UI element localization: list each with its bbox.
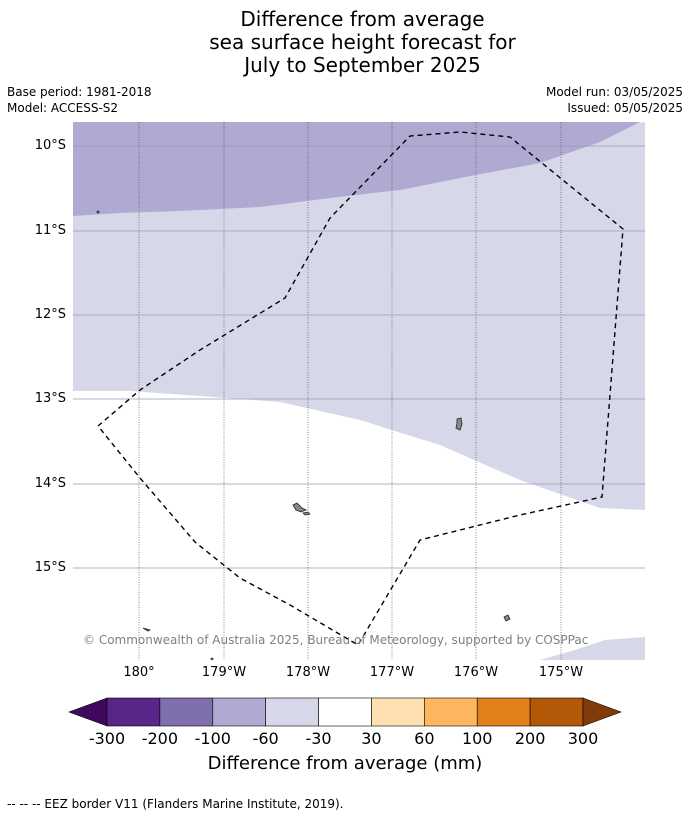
island-alofi: [302, 511, 311, 516]
lat-label-15s: 15°S: [34, 560, 66, 575]
lon-label-175w: 175°W: [538, 665, 584, 680]
colorbar-tick-label: 60: [414, 729, 435, 748]
title-line-2: sea surface height forecast for: [209, 30, 516, 54]
issued-date: Issued: 05/05/2025: [567, 101, 683, 115]
copyright-credit: © Commonwealth of Australia 2025, Bureau…: [83, 633, 589, 647]
meta-left: Base period: 1981-2018 Model: ACCESS-S2: [7, 84, 152, 116]
colorbar-tick-label: -300: [88, 729, 126, 748]
lat-label-14s: 14°S: [34, 476, 66, 491]
eez-border: [97, 131, 624, 646]
lon-label-176w: 176°W: [453, 665, 499, 680]
lon-label-179w: 179°W: [201, 665, 247, 680]
title-line-1: Difference from average: [240, 7, 485, 31]
colorbar-tick-label: -100: [194, 729, 231, 748]
colorbar-tick-label: 300: [567, 729, 599, 748]
island-small-3: [210, 657, 214, 660]
lat-label-11s: 11°S: [34, 223, 66, 238]
lat-label-10s: 10°S: [34, 138, 66, 153]
island-small-1: [142, 627, 152, 632]
meta-right: Model run: 03/05/2025 Issued: 05/05/2025: [546, 84, 683, 116]
lon-label-180: 180°: [123, 665, 155, 680]
anomaly-region-medium: [73, 122, 640, 216]
colorbar-tick-label: -200: [141, 729, 179, 748]
island-futuna: [292, 502, 307, 513]
island-wallis: [455, 417, 463, 431]
colorbar-label: Difference from average (mm): [207, 753, 483, 774]
lat-label-12s: 12°S: [34, 307, 66, 322]
colorbar-tick-label: 200: [514, 729, 546, 748]
islands: [96, 210, 511, 660]
latitude-gridlines: [73, 145, 645, 569]
model-name: Model: ACCESS-S2: [7, 101, 119, 115]
map-area: [73, 122, 645, 660]
island-niuafoou: [503, 614, 511, 622]
colorbar-tick-label: 30: [361, 729, 382, 748]
lon-label-178w: 178°W: [285, 665, 331, 680]
colorbar-tick-label: 100: [461, 729, 493, 748]
longitude-gridlines: [138, 122, 562, 660]
colorbar-tick-label: -60: [252, 729, 279, 748]
anomaly-region-light: [73, 122, 645, 510]
colorbar-tick-label: -30: [305, 729, 332, 748]
lon-label-177w: 177°W: [369, 665, 415, 680]
base-period: Base period: 1981-2018: [7, 85, 152, 99]
lat-label-13s: 13°S: [34, 391, 66, 406]
island-small-2: [96, 210, 100, 214]
eez-footnote: -- -- -- EEZ border V11 (Flanders Marine…: [7, 797, 344, 811]
title-line-3: July to September 2025: [244, 53, 481, 77]
map-title: Difference from average sea surface heig…: [0, 8, 690, 77]
anomaly-region-bottom-right: [540, 637, 645, 660]
model-run: Model run: 03/05/2025: [545, 85, 683, 99]
